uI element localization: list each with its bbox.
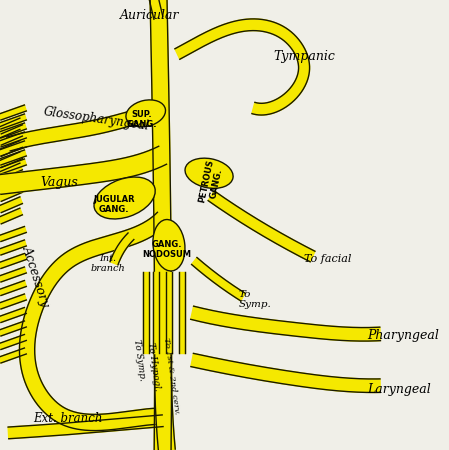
- Text: To
Symp.: To Symp.: [238, 289, 271, 309]
- Polygon shape: [143, 0, 163, 19]
- Polygon shape: [19, 212, 168, 431]
- Polygon shape: [0, 141, 26, 156]
- Polygon shape: [0, 280, 26, 296]
- Text: Vagus: Vagus: [40, 176, 78, 189]
- Polygon shape: [0, 334, 26, 350]
- Polygon shape: [0, 146, 167, 194]
- Polygon shape: [143, 272, 149, 353]
- Polygon shape: [0, 114, 26, 129]
- Polygon shape: [179, 272, 185, 353]
- Polygon shape: [0, 152, 22, 167]
- Text: Tympanic: Tympanic: [273, 50, 335, 63]
- Polygon shape: [191, 353, 380, 392]
- Text: Auricular: Auricular: [120, 9, 180, 22]
- Text: Glossopharyngeal: Glossopharyngeal: [42, 105, 150, 133]
- Polygon shape: [0, 348, 26, 363]
- Ellipse shape: [185, 158, 233, 189]
- Polygon shape: [208, 191, 315, 262]
- Polygon shape: [0, 123, 26, 138]
- Polygon shape: [192, 257, 245, 301]
- Polygon shape: [0, 130, 22, 145]
- Text: GANG.
NODOSUM: GANG. NODOSUM: [142, 240, 191, 260]
- Polygon shape: [153, 272, 159, 353]
- Polygon shape: [154, 272, 175, 450]
- Polygon shape: [0, 253, 26, 269]
- Ellipse shape: [126, 100, 166, 127]
- Ellipse shape: [94, 177, 155, 219]
- Polygon shape: [0, 186, 22, 201]
- Text: Int.
branch: Int. branch: [90, 253, 125, 273]
- Text: To facial: To facial: [304, 254, 352, 264]
- Polygon shape: [0, 141, 22, 156]
- Polygon shape: [0, 208, 22, 224]
- Polygon shape: [0, 132, 26, 147]
- Text: Accessory: Accessory: [20, 244, 52, 309]
- Polygon shape: [0, 321, 26, 336]
- Ellipse shape: [153, 220, 185, 271]
- Polygon shape: [0, 294, 26, 309]
- Polygon shape: [0, 226, 26, 242]
- Polygon shape: [110, 233, 134, 265]
- Polygon shape: [175, 19, 310, 115]
- Polygon shape: [0, 197, 22, 212]
- Text: PETROUS
GANG.: PETROUS GANG.: [197, 159, 225, 206]
- Polygon shape: [150, 0, 172, 450]
- Text: Ext. branch: Ext. branch: [33, 412, 102, 425]
- Polygon shape: [0, 159, 26, 174]
- Polygon shape: [7, 103, 162, 151]
- Polygon shape: [0, 307, 26, 323]
- Polygon shape: [0, 267, 26, 282]
- Polygon shape: [191, 306, 380, 341]
- Polygon shape: [0, 163, 22, 179]
- Polygon shape: [8, 415, 163, 439]
- Polygon shape: [0, 175, 22, 190]
- Polygon shape: [166, 272, 172, 353]
- Text: Laryngeal: Laryngeal: [367, 383, 431, 396]
- Polygon shape: [0, 240, 26, 255]
- Text: To Symp.: To Symp.: [132, 339, 147, 381]
- Text: SUP.
GANG.: SUP. GANG.: [126, 109, 157, 129]
- Polygon shape: [0, 118, 22, 134]
- Polygon shape: [0, 105, 26, 120]
- Text: To Hypogl.: To Hypogl.: [146, 342, 162, 392]
- Text: JUGULAR
GANG.: JUGULAR GANG.: [93, 195, 135, 215]
- Text: Pharyngeal: Pharyngeal: [367, 329, 439, 342]
- Polygon shape: [0, 150, 26, 165]
- Text: To 1st & 2nd cerv.: To 1st & 2nd cerv.: [162, 337, 180, 414]
